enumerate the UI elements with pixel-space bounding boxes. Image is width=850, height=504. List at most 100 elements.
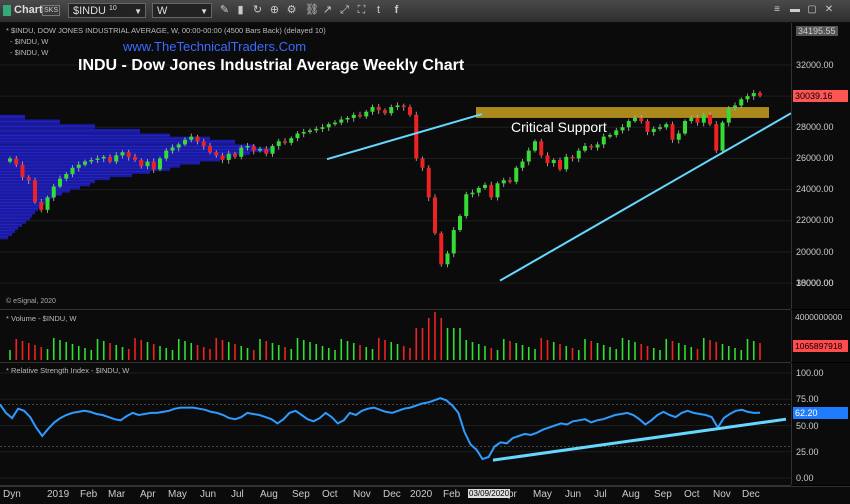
- volume-bar: [552, 342, 555, 360]
- candle-body: [283, 141, 287, 143]
- last-price-tag: 30039.16: [793, 90, 848, 102]
- candle-body: [20, 164, 25, 178]
- time-axis-label: Nov: [353, 489, 371, 500]
- price-tick: 18000.00: [796, 278, 834, 288]
- rsi-label: * Relative Strength Index - $INDU, W: [6, 366, 130, 375]
- volume-bar: [409, 348, 411, 360]
- candle-body: [39, 202, 44, 210]
- candle-body: [395, 105, 400, 108]
- link-icon[interactable]: ⛓: [305, 4, 319, 16]
- volume-bar: [452, 328, 455, 360]
- volume-bar: [27, 343, 30, 360]
- candle-body: [220, 155, 225, 160]
- candle-body: [45, 197, 50, 210]
- candle-body: [608, 135, 612, 137]
- candle-body: [245, 145, 250, 148]
- link-badge[interactable]: SKS: [42, 5, 61, 16]
- candle-body: [176, 144, 181, 148]
- volume-bar: [246, 348, 249, 360]
- website-link[interactable]: www.TheTechnicalTraders.Com: [123, 39, 307, 54]
- candle-body: [626, 121, 631, 128]
- rsi-axis[interactable]: 100.00 75.00 50.00 25.00 0.00: [791, 363, 850, 485]
- candle-body: [64, 174, 69, 179]
- volume-axis[interactable]: 4000000000: [791, 310, 850, 362]
- candle-body: [308, 130, 312, 132]
- volume-bar: [340, 339, 343, 360]
- settings-icon[interactable]: ⚙: [286, 4, 297, 16]
- time-axis-label: Sep: [292, 489, 310, 500]
- menu-icon[interactable]: ≡: [774, 4, 780, 15]
- candle-body: [689, 117, 694, 122]
- price-pane[interactable]: * $INDU, DOW JONES INDUSTRIAL AVERAGE, W…: [0, 23, 791, 310]
- time-axis[interactable]: 2019 Feb Mar Apr May Jun Jul Aug Sep Oct Nov Dec 202…: [0, 486, 850, 504]
- volume-profile-bar: [0, 139, 235, 145]
- chevron-down-icon[interactable]: ▼: [134, 7, 142, 16]
- volume-bar: [515, 343, 518, 360]
- candle-body: [551, 159, 556, 164]
- compare-icon[interactable]: ⊕: [269, 4, 280, 16]
- candle-body: [583, 145, 587, 151]
- candle-body: [658, 127, 662, 129]
- price-tick: 26000.00: [796, 153, 834, 163]
- volume-bar: [740, 350, 743, 360]
- time-axis-label: 2020: [410, 489, 433, 500]
- dyn-label[interactable]: Dyn: [3, 489, 21, 500]
- fullscreen-icon[interactable]: ⛶: [357, 4, 366, 16]
- volume-bar: [221, 340, 224, 360]
- candle-body: [339, 119, 344, 123]
- bar-style-icon[interactable]: ▮: [237, 4, 244, 16]
- candle-body: [414, 114, 419, 159]
- rsi-pane[interactable]: * Relative Strength Index - $INDU, W: [0, 363, 791, 486]
- volume-bar: [315, 344, 318, 360]
- candle-body: [601, 136, 606, 145]
- minimize-icon[interactable]: ▬: [790, 4, 800, 15]
- candle-body: [558, 159, 562, 170]
- time-axis-label: Dec: [742, 489, 760, 500]
- volume-profile-bar: [0, 136, 210, 142]
- volume-bar: [484, 346, 486, 360]
- refresh-icon[interactable]: ↻: [252, 4, 263, 16]
- last-volume-tag: 1065897918: [793, 340, 848, 352]
- esignal-copyright: © eSignal, 2020: [6, 298, 56, 305]
- candle-body: [489, 184, 494, 198]
- volume-bar: [715, 342, 718, 360]
- expand-icon[interactable]: ⤢: [340, 4, 349, 16]
- maximize-icon[interactable]: ▢: [807, 4, 817, 15]
- volume-bar: [177, 339, 180, 360]
- volume-bar: [334, 350, 336, 360]
- volume-bar: [284, 347, 286, 360]
- volume-pane[interactable]: * Volume - $INDU, W: [0, 310, 791, 363]
- volume-bar: [690, 347, 693, 360]
- volume-bar: [15, 339, 18, 360]
- candle-body: [439, 233, 444, 265]
- candle-body: [589, 145, 594, 148]
- volume-bar: [440, 318, 443, 360]
- volume-bar: [421, 328, 424, 360]
- volume-bar: [271, 343, 274, 360]
- time-axis-label: Mar: [108, 489, 126, 500]
- candle-body: [139, 159, 144, 167]
- candle-body: [276, 141, 281, 146]
- trendline-2020: [499, 112, 791, 282]
- twitter-icon[interactable]: t: [376, 4, 381, 16]
- volume-bar: [77, 346, 80, 360]
- facebook-icon[interactable]: f: [394, 4, 399, 16]
- candle-body: [126, 152, 131, 157]
- candle-body: [8, 158, 12, 162]
- interval-select[interactable]: W ▼: [152, 3, 212, 18]
- symbol-input[interactable]: $INDU 10 ▼: [68, 3, 146, 18]
- series-sub-1: - $INDU, W: [10, 37, 49, 46]
- price-tick: 32000.00: [796, 60, 834, 70]
- arrow-icon[interactable]: ↗: [322, 4, 333, 16]
- candle-body: [433, 197, 437, 234]
- close-icon[interactable]: ✕: [824, 4, 834, 15]
- chevron-down-icon[interactable]: ▼: [200, 7, 208, 16]
- candle-body: [208, 145, 212, 153]
- volume-bar: [559, 344, 561, 360]
- draw-tool-icon[interactable]: ✎: [219, 4, 230, 16]
- volume-bar: [640, 344, 643, 360]
- price-axis[interactable]: 34195.55 32000.00 30000.00 28000.00 2600…: [791, 23, 850, 309]
- volume-bar: [496, 350, 499, 360]
- candle-body: [33, 180, 37, 203]
- volume-bar: [65, 342, 68, 360]
